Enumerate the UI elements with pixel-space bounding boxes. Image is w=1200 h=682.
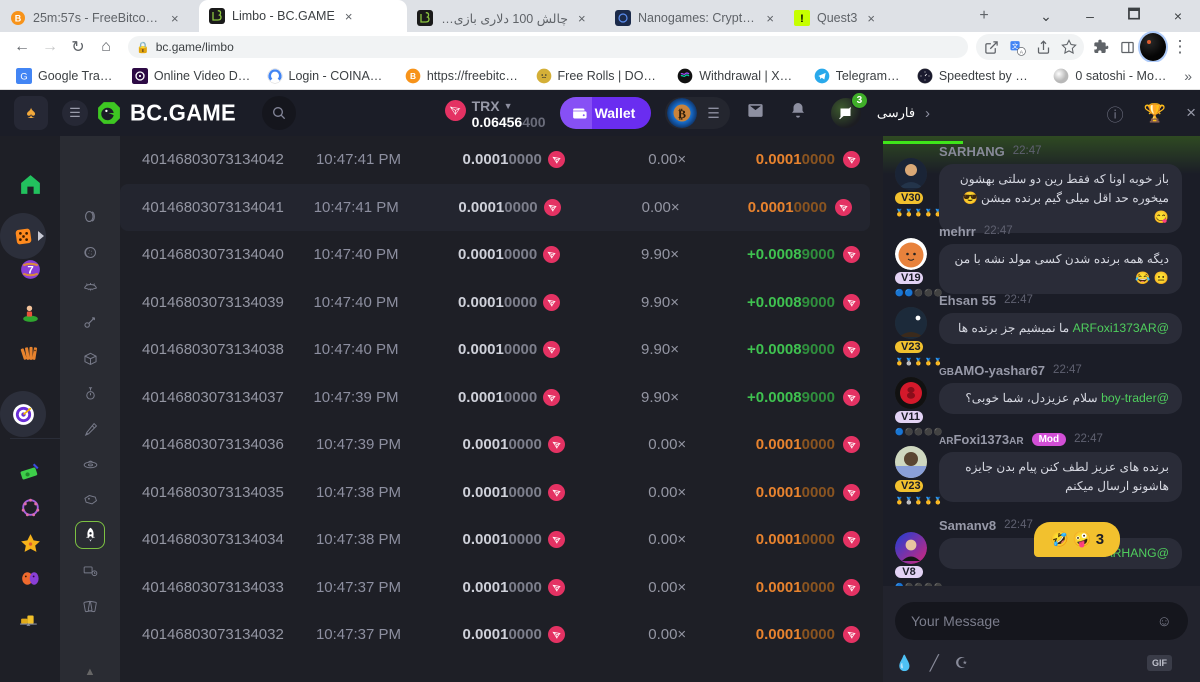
svg-text:!: ! [800,13,804,25]
svg-text:B: B [410,71,416,81]
svg-text:B: B [15,14,22,24]
svg-text:G: G [20,71,27,81]
svg-text:7: 7 [27,264,33,276]
svg-text:文: 文 [1011,41,1018,50]
svg-text:₿: ₿ [678,107,686,121]
